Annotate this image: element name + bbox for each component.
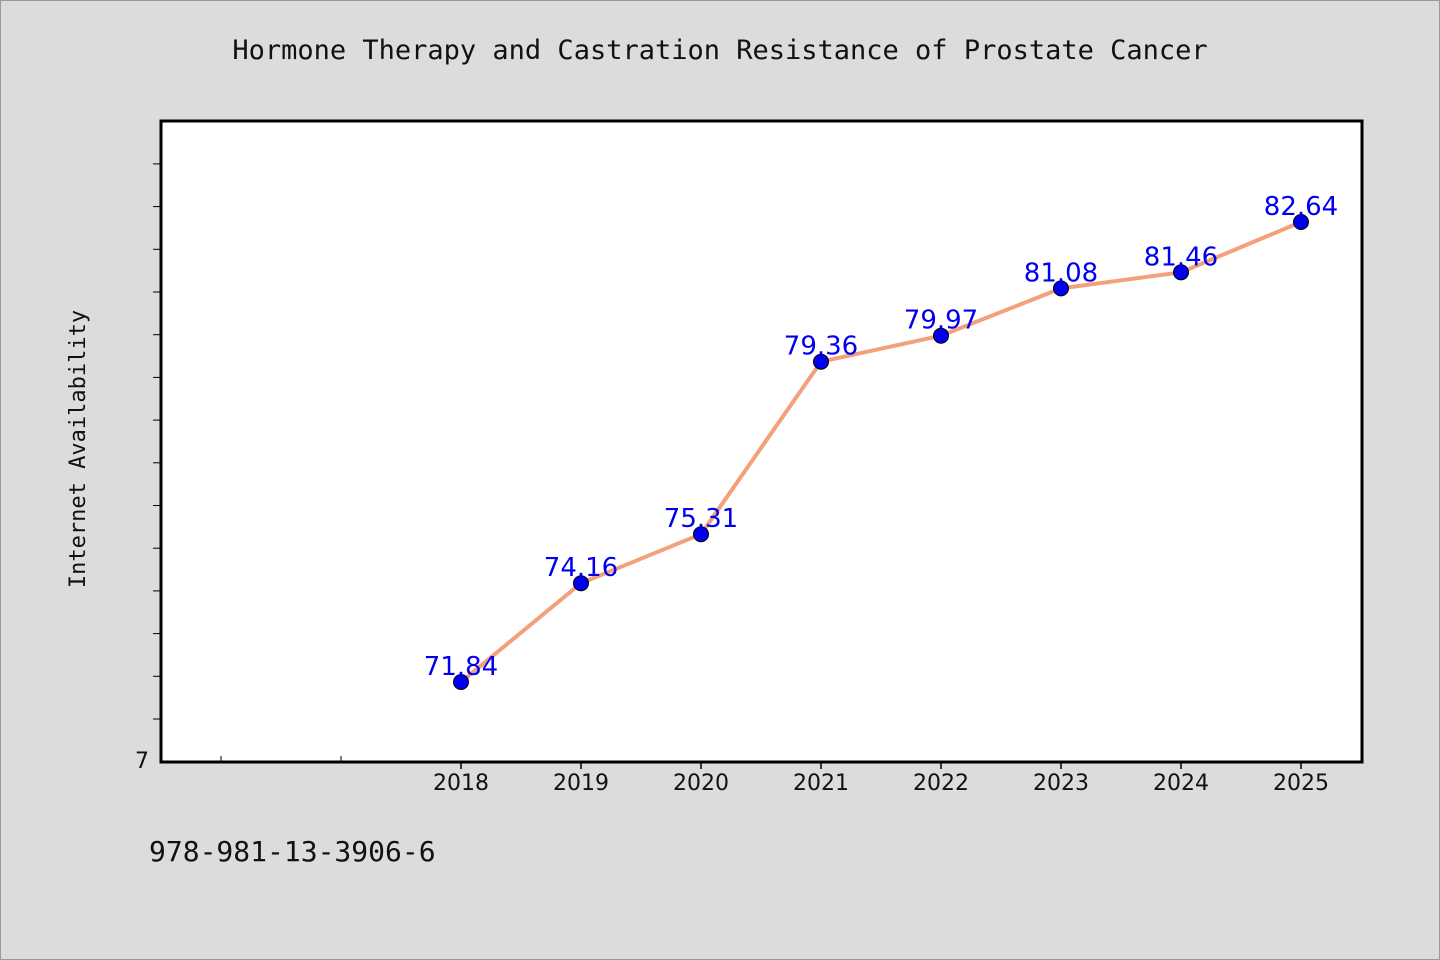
- data-label-group: 71.84 74.16 75.31 79.36 79.97 81.08 81.46 82.64: [424, 192, 1338, 682]
- y-axis-ticks: 7: [135, 163, 161, 774]
- data-label-2024: 81.46: [1144, 242, 1218, 272]
- series-line-group: [459, 220, 1302, 684]
- data-point-2020: [693, 526, 709, 543]
- data-label-2019: 74.16: [544, 553, 618, 583]
- data-point-2021: [813, 353, 829, 370]
- x-tick-label-2020: 2020: [673, 771, 729, 796]
- data-point-2024: [1173, 264, 1189, 281]
- x-tick-label-2024: 2024: [1153, 771, 1209, 796]
- x-axis-ticks: 2018 2019 2020 2021 2022 2023 2024 2025: [220, 756, 1329, 796]
- x-tick-label-2018: 2018: [433, 771, 489, 796]
- data-point-2023: [1053, 280, 1069, 297]
- x-tick-label-2022: 2022: [913, 771, 969, 796]
- x-tick-label-2025: 2025: [1273, 771, 1329, 796]
- data-markers: [453, 214, 1309, 690]
- isbn-code: 978-981-13-3906-6: [149, 835, 436, 868]
- data-label-2020: 75.31: [664, 504, 738, 534]
- x-tick-label-2021: 2021: [793, 771, 849, 796]
- x-tick-label-2019: 2019: [553, 771, 609, 796]
- data-label-2021: 79.36: [784, 332, 858, 362]
- series-line: [459, 220, 1302, 684]
- data-point-2018: [453, 674, 469, 690]
- x-tick-label-2023: 2023: [1033, 771, 1089, 796]
- chart-title: Hormone Therapy and Castration Resistanc…: [232, 35, 1208, 66]
- data-label-2023: 81.08: [1024, 258, 1098, 288]
- y-tick-label-0: 7: [135, 749, 149, 774]
- data-label-2018: 71.84: [424, 652, 498, 682]
- data-point-2025: [1293, 214, 1309, 230]
- y-axis-label: Internet Availability: [66, 310, 91, 588]
- data-label-2022: 79.97: [904, 306, 978, 336]
- data-point-2022: [933, 327, 949, 344]
- data-label-2025: 82.64: [1264, 192, 1338, 222]
- data-point-2019: [573, 575, 589, 592]
- plot-area: [159, 119, 1364, 764]
